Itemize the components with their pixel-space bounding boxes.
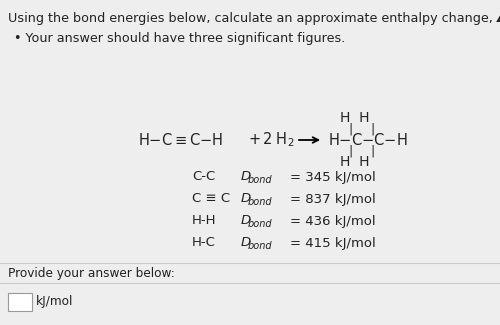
Text: |: | <box>349 145 353 158</box>
Text: bond: bond <box>248 197 272 207</box>
Text: H$-$C$-$C$-$H: H$-$C$-$C$-$H <box>328 132 407 148</box>
Text: bond: bond <box>248 175 272 185</box>
Text: |: | <box>371 123 375 136</box>
Text: C ≡ C: C ≡ C <box>192 192 230 205</box>
Text: bond: bond <box>248 241 272 251</box>
Text: = 837 kJ/mol: = 837 kJ/mol <box>290 192 376 205</box>
Text: |: | <box>371 145 375 158</box>
Text: $D$: $D$ <box>240 237 252 250</box>
Text: • Your answer should have three significant figures.: • Your answer should have three signific… <box>14 32 345 45</box>
Text: $D$: $D$ <box>240 192 252 205</box>
Text: Provide your answer below:: Provide your answer below: <box>8 267 175 280</box>
Text: bond: bond <box>248 219 272 229</box>
Text: $D$: $D$ <box>240 214 252 227</box>
Text: H$-$C$\equiv$C$-$H: H$-$C$\equiv$C$-$H <box>138 132 224 148</box>
Text: kJ/mol: kJ/mol <box>36 295 74 308</box>
FancyBboxPatch shape <box>8 293 32 311</box>
Text: = 345 kJ/mol: = 345 kJ/mol <box>290 171 376 184</box>
Text: = 436 kJ/mol: = 436 kJ/mol <box>290 214 376 227</box>
Text: Using the bond energies below, calculate an approximate enthalpy change,: Using the bond energies below, calculate… <box>8 12 497 25</box>
Text: H-H: H-H <box>192 214 216 227</box>
Text: ΔH: ΔH <box>497 12 500 25</box>
Text: $+$: $+$ <box>248 133 260 148</box>
Text: H  H: H H <box>340 111 370 125</box>
Text: $D$: $D$ <box>240 171 252 184</box>
Text: C-C: C-C <box>192 171 215 184</box>
Text: |: | <box>349 123 353 136</box>
Text: 2 H$_2$: 2 H$_2$ <box>262 131 294 150</box>
Text: H-C: H-C <box>192 237 216 250</box>
Text: H  H: H H <box>340 155 370 169</box>
Text: = 415 kJ/mol: = 415 kJ/mol <box>290 237 376 250</box>
